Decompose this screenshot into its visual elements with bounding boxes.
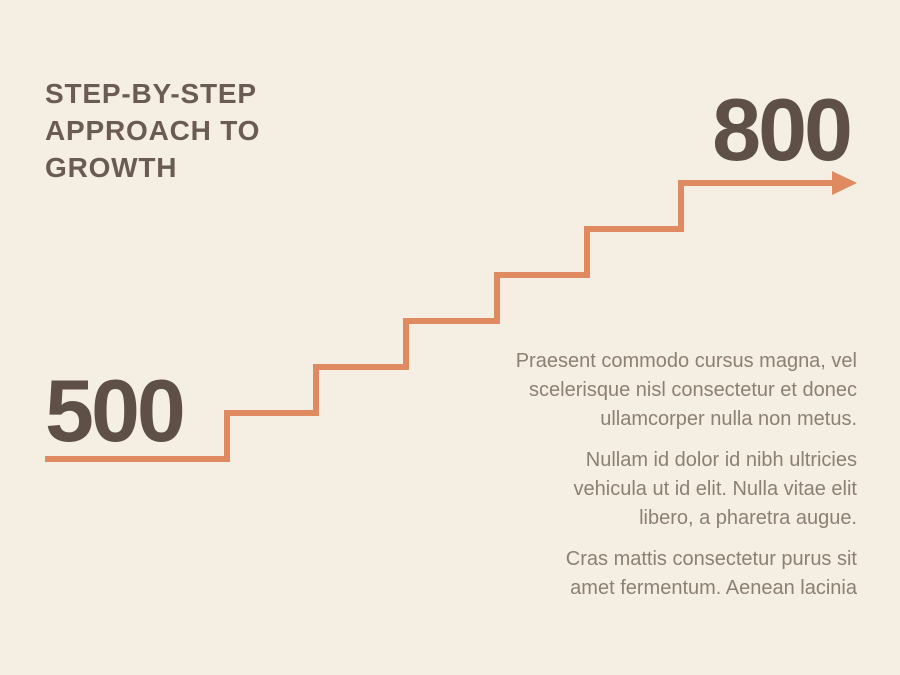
slide-title-line: APPROACH TO	[45, 115, 261, 146]
slide-title-line: GROWTH	[45, 152, 178, 183]
slide-title: STEP-BY-STEP APPROACH TO GROWTH	[45, 75, 260, 186]
body-text-line: Praesent commodo cursus magna, vel	[515, 350, 857, 372]
end-value-label: 800	[712, 80, 853, 179]
body-paragraph: Praesent commodo cursus magna, vel scele…	[516, 347, 857, 434]
slide-title-line: STEP-BY-STEP	[45, 78, 257, 109]
body-text-line: vehicula ut id elit. Nulla vitae elit	[573, 478, 857, 500]
arrowhead-icon	[832, 171, 857, 195]
body-text-block: Praesent commodo cursus magna, vel scele…	[516, 347, 857, 603]
body-text-line: Nullam id dolor id nibh ultricies	[585, 449, 857, 471]
body-text-line: amet fermentum. Aenean lacinia	[570, 577, 857, 599]
body-text-line: Cras mattis consectetur purus sit	[565, 548, 857, 570]
staircase-line	[45, 180, 838, 462]
body-paragraph: Nullam id dolor id nibh ultricies vehicu…	[516, 446, 857, 533]
body-text-line: scelerisque nisl consectetur et donec	[529, 379, 857, 401]
body-text-line: libero, a pharetra augue.	[639, 507, 857, 529]
body-text-line: ullamcorper nulla non metus.	[600, 408, 857, 430]
body-paragraph: Cras mattis consectetur purus sit amet f…	[516, 545, 857, 603]
start-value-label: 500	[45, 361, 186, 460]
